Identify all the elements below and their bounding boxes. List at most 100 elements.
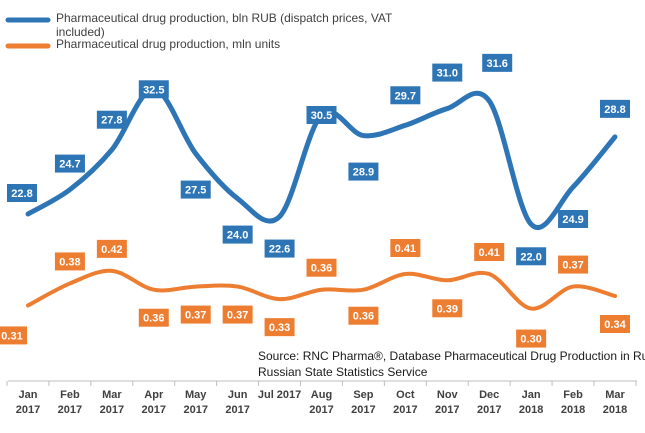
data-labels: 22.8 24.7 27.8 32.5 27.5 24.0 22.6 30.5 28.9 29.7… — [0, 53, 630, 348]
data-label: 0.36 — [138, 308, 169, 327]
data-label-text: 0.36 — [143, 313, 164, 325]
data-label-text: 0.37 — [227, 310, 248, 322]
data-label-box — [180, 305, 211, 324]
data-label-text: 0.31 — [1, 330, 22, 342]
data-label: 22.8 — [7, 184, 37, 202]
legend: Pharmaceutical drug production, bln RUB … — [5, 11, 393, 51]
data-label-box — [306, 258, 337, 277]
data-label: 0.39 — [432, 299, 463, 318]
x-tick-label: 2017 — [393, 404, 417, 416]
x-tick-label: Apr — [144, 389, 164, 401]
data-label-box — [54, 252, 85, 271]
x-axis-ticks: Jan 2017 Feb 2017 Mar 2017 Apr 2017 May 2017 Jun 20… — [6, 381, 637, 416]
x-tick-label: Jan — [522, 389, 541, 401]
x-tick-label: 2018 — [519, 404, 543, 416]
data-label: 0.34 — [600, 315, 630, 333]
data-label: 28.8 — [600, 99, 630, 118]
source-line: Russian State Statistics Service — [258, 365, 428, 379]
data-label-box — [432, 63, 463, 82]
x-tick-label: 2017 — [225, 404, 249, 416]
data-label-text: 0.33 — [269, 322, 290, 334]
data-label: 22.0 — [516, 247, 547, 266]
data-label-text: 27.8 — [101, 115, 122, 127]
x-tick-label: 2017 — [309, 404, 333, 416]
data-label-text: 30.5 — [311, 110, 332, 122]
data-label-text: 28.9 — [353, 167, 374, 179]
x-tick-label: 2017 — [100, 404, 124, 416]
data-label: 0.33 — [264, 318, 295, 337]
data-label-text: 0.34 — [604, 319, 626, 331]
data-label: 29.7 — [390, 86, 421, 105]
data-label-text: 24.0 — [227, 230, 248, 242]
x-tick-label: Nov — [437, 389, 459, 401]
data-label-box — [558, 255, 589, 274]
data-label-box — [222, 305, 253, 324]
data-label: 0.41 — [390, 239, 421, 257]
x-tick-label: Oct — [396, 389, 415, 401]
x-tick-label: Feb — [60, 389, 80, 401]
data-label: 27.8 — [96, 110, 127, 129]
data-label: 32.5 — [138, 80, 169, 99]
data-label-text: 29.7 — [395, 90, 416, 102]
data-label-box — [264, 239, 295, 258]
data-label: 31.6 — [482, 53, 513, 72]
data-label-text: 0.41 — [395, 243, 416, 255]
x-tick-label: Jul 2017 — [258, 389, 301, 401]
data-label-box — [54, 154, 85, 173]
x-tick-label: 2017 — [351, 404, 375, 416]
data-label: 0.38 — [54, 252, 85, 271]
x-tick-label: 2018 — [561, 404, 585, 416]
data-label-box — [432, 299, 463, 318]
data-label-box — [7, 184, 37, 202]
data-label-text: 27.5 — [185, 185, 206, 197]
data-label-text: 0.39 — [437, 303, 458, 315]
data-label-box — [222, 225, 253, 244]
data-label: 0.36 — [306, 258, 337, 277]
x-tick-label: 2018 — [603, 404, 627, 416]
legend-entry-0: Pharmaceutical drug production, bln RUB … — [56, 11, 393, 25]
data-label-text: 0.36 — [311, 263, 332, 275]
data-label-text: 0.38 — [59, 256, 80, 268]
data-label-text: 31.6 — [487, 58, 508, 70]
data-label-box — [0, 326, 27, 345]
data-label-text: 22.0 — [520, 251, 541, 263]
x-tick-label: 2017 — [16, 404, 40, 416]
data-label-text: 0.36 — [353, 311, 374, 323]
data-label-text: 32.5 — [143, 84, 164, 96]
data-label-text: 22.8 — [11, 188, 32, 200]
data-label-box — [96, 239, 127, 258]
legend-entry-0: included) — [56, 25, 105, 39]
x-tick-label: 2017 — [435, 404, 459, 416]
data-label: 0.30 — [516, 329, 547, 348]
data-label: 0.37 — [222, 305, 253, 324]
data-label-box — [474, 243, 505, 261]
data-label: 24.7 — [54, 154, 85, 173]
data-label-box — [390, 86, 421, 105]
x-tick-label: Mar — [605, 389, 625, 401]
data-label-box — [348, 162, 379, 181]
data-label-box — [558, 210, 589, 228]
data-label-text: 28.8 — [604, 104, 625, 116]
data-label-box — [96, 110, 127, 129]
x-tick-label: 2017 — [183, 404, 207, 416]
data-label-text: 0.37 — [185, 310, 206, 322]
data-label-text: 0.42 — [101, 244, 122, 256]
data-label-box — [264, 318, 295, 337]
x-tick-label: Aug — [311, 389, 332, 401]
data-label: 22.6 — [264, 239, 295, 258]
data-label-box — [600, 99, 630, 118]
data-label: 0.36 — [348, 306, 379, 325]
data-label: 0.41 — [474, 243, 505, 261]
data-label: 24.9 — [558, 210, 589, 228]
data-label-box — [180, 180, 211, 199]
source-line: Source: RNC Pharma®, Database Pharmaceut… — [258, 349, 645, 363]
x-tick-label: 2017 — [477, 404, 501, 416]
x-tick-label: Sep — [353, 389, 373, 401]
data-label: 30.5 — [306, 106, 337, 124]
x-tick-label: Dec — [479, 389, 499, 401]
legend-entry-1: Pharmaceutical drug production, mln unit… — [56, 37, 280, 51]
data-label: 28.9 — [348, 162, 379, 181]
data-label-box — [600, 315, 630, 333]
data-label: 31.0 — [432, 63, 463, 82]
